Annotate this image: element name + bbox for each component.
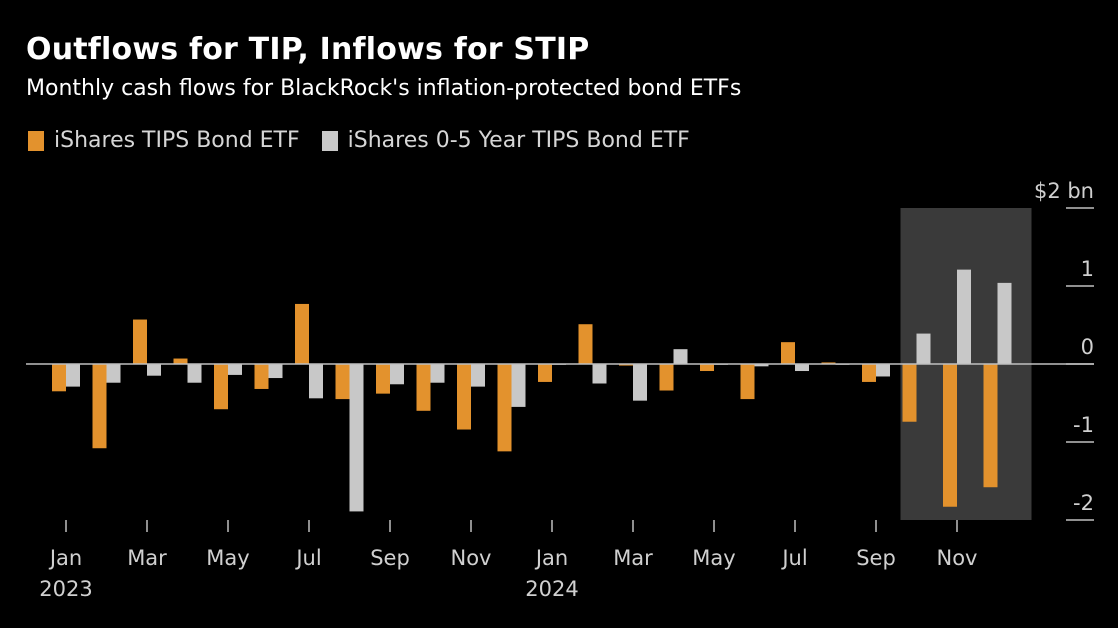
legend-swatch-stip [321, 130, 338, 151]
y-tick-label: -1 [1073, 413, 1094, 437]
bar-stip [511, 364, 526, 407]
bar-tip [254, 364, 269, 389]
x-tick-year-label: 2023 [39, 577, 92, 601]
x-tick-label: Mar [127, 546, 167, 570]
bar-stip [997, 282, 1012, 364]
chart-subtitle: Monthly cash flows for BlackRock's infla… [26, 76, 742, 101]
bar-tip [497, 364, 512, 452]
bar-stip [471, 364, 485, 387]
bar-stip [187, 364, 202, 383]
y-tick-label: -2 [1073, 491, 1094, 515]
bar-tip [335, 364, 350, 400]
bar-tip [214, 364, 228, 410]
legend-label-stip: iShares 0-5 Year TIPS Bond ETF [347, 128, 690, 153]
bar-tip [983, 364, 998, 488]
x-tick-year-label: 2024 [525, 577, 578, 601]
x-tick-label: Nov [451, 546, 492, 570]
x-tick-label: Sep [856, 546, 896, 570]
bar-stip [673, 349, 688, 364]
bar-tip [740, 364, 755, 400]
x-tick-label: Sep [370, 546, 410, 570]
bar-tip [659, 364, 674, 391]
bar-stip [916, 333, 931, 364]
y-tick-label: $2 bn [1034, 179, 1094, 203]
bar-stip [268, 364, 283, 379]
legend-swatch-tip [28, 130, 44, 151]
x-tick-label: Jan [534, 546, 568, 570]
x-tick-label: May [692, 546, 735, 570]
bar-stip [592, 364, 607, 384]
x-tick-label: Jan [48, 546, 82, 570]
bar-tip [295, 303, 309, 364]
bar-tip [173, 358, 188, 364]
bar-tip [902, 364, 917, 422]
bar-stip [754, 364, 769, 367]
bar-tip [700, 364, 714, 372]
x-tick-label: May [206, 546, 249, 570]
y-tick-label: 0 [1081, 335, 1094, 359]
bar-tip [578, 324, 593, 364]
x-tick-label: Jul [780, 546, 807, 570]
bar-tip [52, 364, 66, 392]
chart-title: Outflows for TIP, Inflows for STIP [26, 32, 590, 67]
bar-stip [66, 364, 80, 387]
x-tick-label: Nov [937, 546, 978, 570]
bar-tip [416, 364, 431, 411]
bar-stip [957, 269, 971, 364]
bar-tip [821, 362, 836, 364]
bar-stip [876, 364, 890, 377]
legend-item-tip: iShares TIPS Bond ETF [28, 128, 300, 153]
bar-stip [349, 364, 364, 512]
bar-tip [376, 364, 390, 394]
bar-stip [228, 364, 242, 375]
bar-tip [457, 364, 471, 430]
bar-stip [106, 364, 121, 383]
x-tick-label: Jul [294, 546, 321, 570]
x-tick-label: Mar [613, 546, 653, 570]
bar-tip [862, 364, 876, 382]
bar-tip [538, 364, 552, 382]
bar-stip [309, 364, 323, 399]
bar-stip [430, 364, 445, 383]
bar-stip [147, 364, 161, 376]
legend-label-tip: iShares TIPS Bond ETF [54, 128, 300, 153]
bar-tip [943, 364, 957, 507]
legend: iShares TIPS Bond ETF iShares 0-5 Year T… [28, 128, 712, 153]
bar-tip [619, 364, 633, 366]
bar-stip [633, 364, 647, 401]
bar-stip [795, 364, 809, 372]
bar-tip [133, 319, 147, 364]
bar-stip [390, 364, 404, 385]
bar-tip [781, 342, 795, 364]
legend-item-stip: iShares 0-5 Year TIPS Bond ETF [321, 128, 690, 153]
y-tick-label: 1 [1081, 257, 1094, 281]
bar-tip [92, 364, 107, 449]
